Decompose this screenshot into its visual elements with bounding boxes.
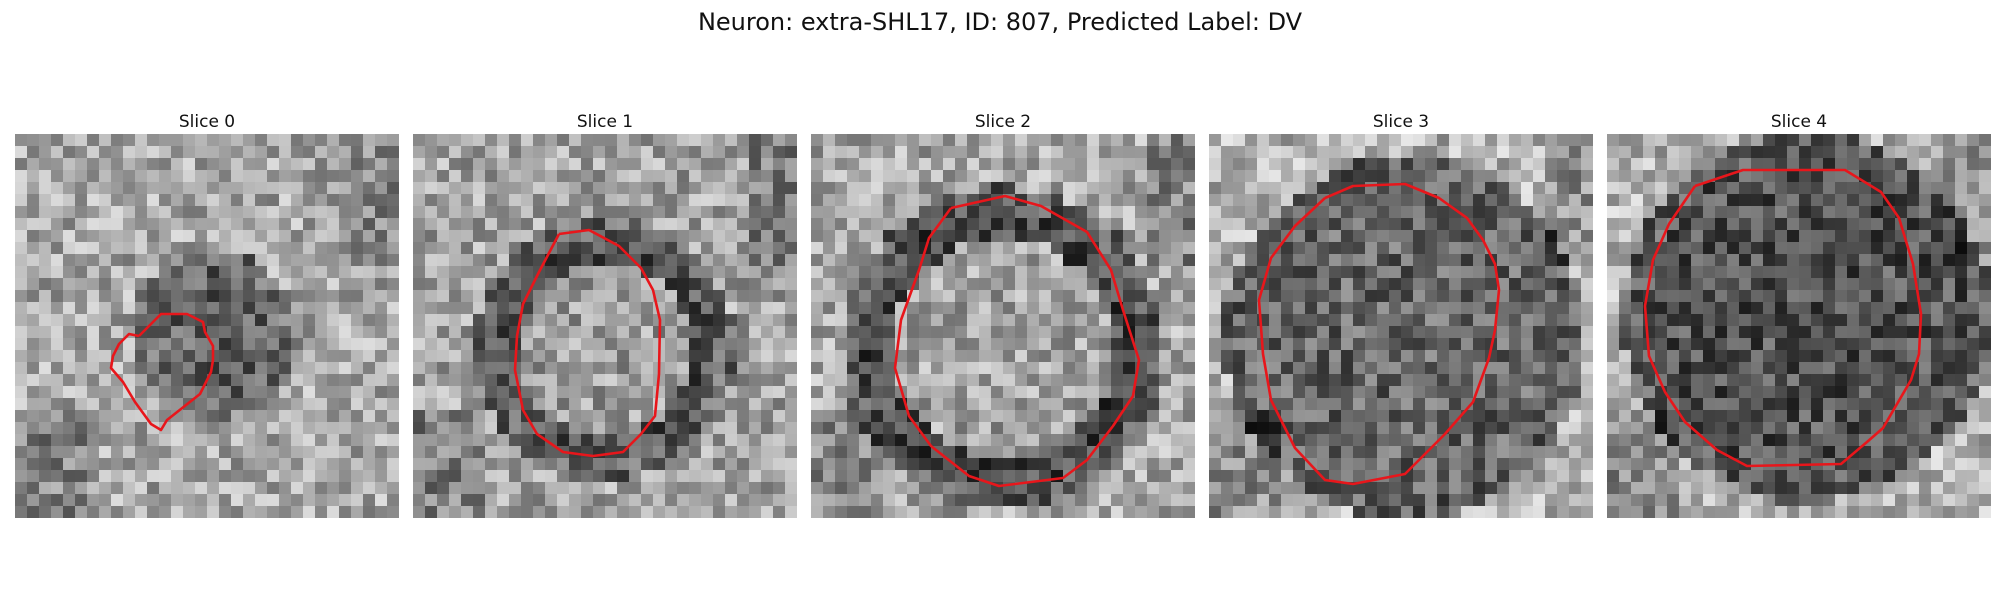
microscopy-image-4 [1607, 134, 1991, 518]
slice-title-3: Slice 3 [1372, 112, 1430, 132]
slice-image-2 [811, 134, 1195, 518]
slice-panel-4: Slice 4 [1607, 110, 1991, 518]
microscopy-image-0 [15, 134, 399, 518]
slice-title-0: Slice 0 [178, 112, 236, 132]
slice-title-4: Slice 4 [1770, 112, 1828, 132]
slice-panel-2: Slice 2 [811, 110, 1195, 518]
slice-panel-0: Slice 0 [15, 110, 399, 518]
slice-panel-3: Slice 3 [1209, 110, 1593, 518]
slice-title-1: Slice 1 [576, 112, 634, 132]
segmentation-contour-4 [1643, 168, 1923, 468]
segmentation-contour-2 [893, 194, 1141, 488]
slice-image-0 [15, 134, 399, 518]
segmentation-contour-3 [1257, 182, 1501, 486]
microscopy-image-2 [811, 134, 1195, 518]
slice-panel-1: Slice 1 [413, 110, 797, 518]
figure-title: Neuron: extra-SHL17, ID: 807, Predicted … [697, 8, 1303, 36]
slice-image-1 [413, 134, 797, 518]
slice-image-3 [1209, 134, 1593, 518]
segmentation-contour-1 [513, 228, 662, 458]
slice-title-2: Slice 2 [974, 112, 1032, 132]
segmentation-contour-0 [109, 312, 215, 432]
slice-image-4 [1607, 134, 1991, 518]
microscopy-image-3 [1209, 134, 1593, 518]
